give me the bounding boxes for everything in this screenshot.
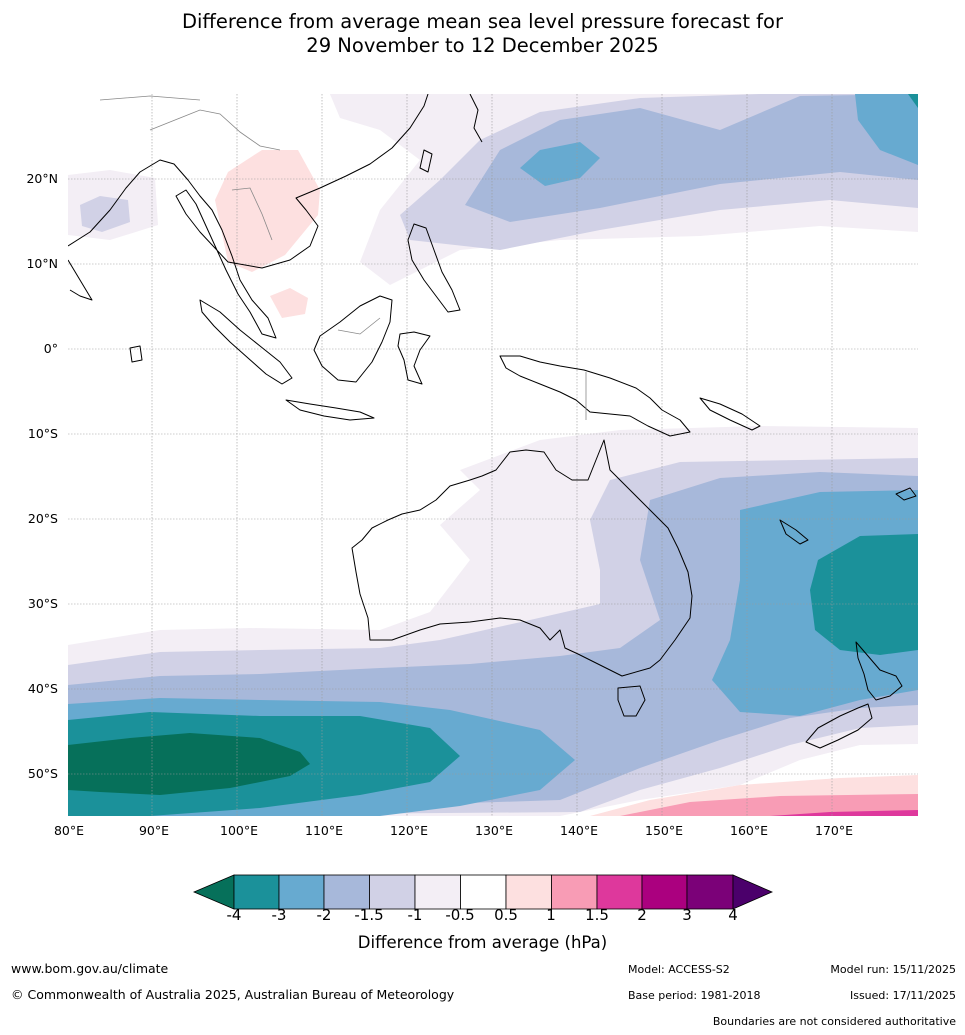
lat-label-0: 0° (43, 341, 58, 356)
lat-label-20s: 20°S (27, 511, 58, 526)
coast-sri-lanka (129, 345, 143, 363)
coast-new-guinea (499, 355, 691, 437)
coast-java (285, 399, 375, 421)
colorbar-tick: -1.5 (354, 906, 384, 924)
colorbar-tick: 0.5 (494, 906, 518, 924)
colorbar-bin-m05-05 (460, 874, 507, 910)
colorbar-extend-low (192, 874, 235, 910)
lon-label-170e: 170°E (814, 823, 854, 838)
anomaly-contours (68, 94, 918, 816)
colorbar-tick: 4 (728, 906, 738, 924)
contour-bay-bengal-m15 (80, 196, 130, 232)
model-text: Model: ACCESS-S2 (628, 963, 730, 976)
colorbar-bin-p15-2 (596, 874, 643, 910)
colorbar-bin-p1-15 (551, 874, 598, 910)
coast-sulawesi (397, 331, 431, 385)
lon-label-140e: 140°E (559, 823, 599, 838)
coast-japan (469, 94, 483, 143)
copyright-text: © Commonwealth of Australia 2025, Austra… (11, 987, 455, 1002)
coast-sumatra (199, 299, 293, 385)
lon-label-130e: 130°E (474, 823, 514, 838)
colorbar-bin-p3-4 (686, 874, 734, 910)
coast-tasmania (617, 685, 646, 717)
base-period-text: Base period: 1981-2018 (628, 989, 761, 1002)
lat-label-10s: 10°S (27, 426, 58, 441)
coast-philippines (407, 223, 461, 313)
lat-label-20n: 20°N (26, 171, 58, 186)
colorbar-bin-p05-1 (505, 874, 552, 910)
colorbar-extend-high (732, 874, 774, 910)
map-title: Difference from average mean sea level p… (0, 10, 965, 58)
lon-label-150e: 150°E (644, 823, 684, 838)
coast-asia-mainland (68, 94, 429, 339)
issued-text: Issued: 17/11/2025 (849, 989, 956, 1002)
colorbar-tick: -4 (226, 906, 242, 924)
colorbar-tick: -2 (316, 906, 332, 924)
colorbar-tick: -0.5 (445, 906, 475, 924)
contour-indochina-p05 (215, 150, 320, 272)
lon-label-160e: 160°E (729, 823, 769, 838)
colorbar (192, 874, 774, 910)
colorbar-bin-p2-3 (641, 874, 688, 910)
contour-nw-pacific-m4 (908, 94, 918, 108)
contour-se-p1 (620, 794, 918, 816)
title-line-2: 29 November to 12 December 2025 (306, 34, 659, 57)
coast-solomon (699, 397, 761, 431)
disclaimer-text: Boundaries are not considered authoritat… (712, 1015, 956, 1028)
lon-label-120e: 120°E (389, 823, 429, 838)
colorbar-tick: -3 (271, 906, 287, 924)
coastlines (68, 94, 917, 749)
colorbar-bin-m4-m3 (233, 874, 280, 910)
coast-borneo (313, 295, 393, 383)
lon-label-110e: 110°E (304, 823, 344, 838)
model-run-text: Model run: 15/11/2025 (830, 963, 956, 976)
website-link[interactable]: www.bom.gov.au/climate (11, 961, 169, 976)
lat-label-40s: 40°S (27, 681, 58, 696)
colorbar-tick: -1 (407, 906, 423, 924)
contour-east-asia-m1 (330, 94, 360, 112)
colorbar-bin-m15-m1 (369, 874, 416, 910)
title-line-1: Difference from average mean sea level p… (182, 10, 783, 33)
coast-nz-south (805, 703, 873, 749)
colorbar-bin-m1-m05 (414, 874, 461, 910)
colorbar-tick: 3 (682, 906, 692, 924)
contour-tasman-m4 (810, 534, 918, 655)
coast-australia (351, 439, 693, 677)
colorbar-label: Difference from average (hPa) (357, 933, 608, 952)
lat-label-30s: 30°S (27, 596, 58, 611)
contour-gulf-p05 (270, 288, 308, 318)
contour-se-p15 (770, 810, 918, 816)
contour-nw-pacific-m2 (465, 94, 918, 222)
lon-label-100e: 100°E (219, 823, 259, 838)
coast-india (68, 259, 93, 301)
contour-nw-pacific-m3 (520, 142, 600, 186)
lon-label-80e: 80°E (53, 823, 85, 838)
coast-fiji (895, 487, 917, 501)
colorbar-tick: 2 (637, 906, 647, 924)
borders (99, 95, 587, 420)
lon-label-90e: 90°E (138, 823, 170, 838)
colorbar-bin-m3-m2 (278, 874, 325, 910)
lat-label-10n: 10°N (26, 256, 58, 271)
coast-taiwan (419, 149, 433, 173)
colorbar-tick: 1 (546, 906, 556, 924)
colorbar-tick: 1.5 (585, 906, 609, 924)
lat-label-50s: 50°S (27, 766, 58, 781)
graticule (68, 94, 918, 816)
coast-nz-north (855, 641, 903, 701)
contour-south-lt-m4 (68, 733, 310, 795)
colorbar-bin-m2-m15 (323, 874, 370, 910)
coast-new-caledonia (779, 519, 809, 545)
contour-nw-pacific-m3b (855, 94, 918, 165)
